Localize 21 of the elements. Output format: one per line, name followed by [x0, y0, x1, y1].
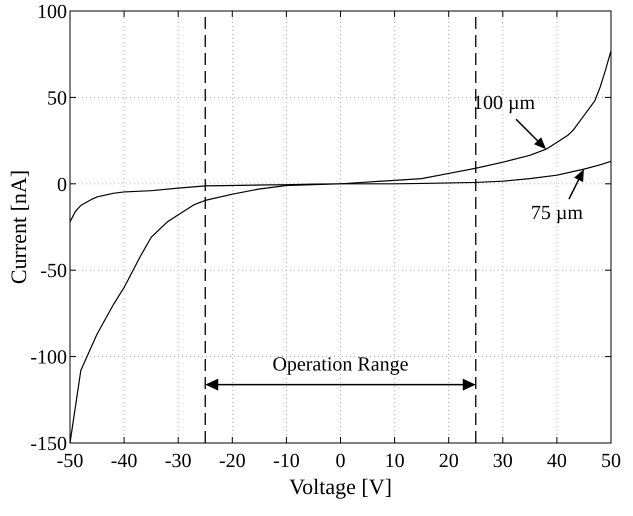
y-tick-label: 50: [47, 87, 67, 110]
x-tick-label: -30: [164, 450, 192, 472]
y-tick-label: -150: [30, 433, 67, 455]
y-axis-title: Current [nA]: [6, 170, 31, 284]
y-tick-label: -50: [40, 260, 67, 282]
y-tick-label: -100: [30, 346, 67, 369]
x-tick-label: 50: [601, 450, 621, 472]
x-tick-label: 20: [438, 450, 459, 472]
x-tick-label: -40: [110, 450, 138, 472]
y-tick-label: 0: [57, 174, 67, 196]
x-tick-label: -20: [218, 450, 246, 472]
x-tick-label: -10: [273, 450, 300, 472]
legend-label: 75 µm: [530, 202, 584, 224]
x-tick-label: 10: [384, 450, 405, 472]
y-tick-label: 100: [37, 1, 67, 23]
x-axis-title: Voltage [V]: [289, 474, 392, 499]
x-tick-label: 0: [336, 450, 346, 472]
x-tick-label: 40: [546, 450, 567, 472]
series-label: 100 µm: [473, 92, 536, 114]
x-tick-label: 30: [492, 450, 513, 472]
annotation: Operation Range: [272, 354, 409, 376]
